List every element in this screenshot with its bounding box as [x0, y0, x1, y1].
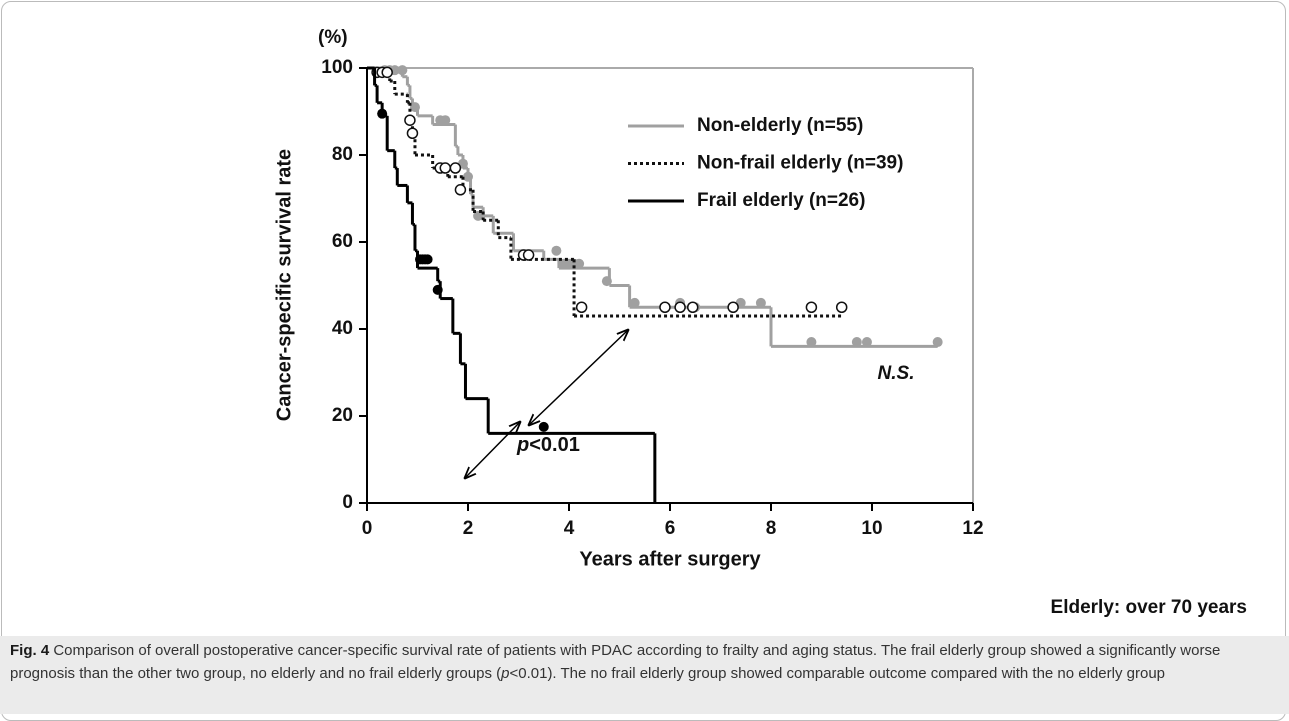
arrow — [465, 422, 520, 478]
censor-mark — [755, 297, 766, 308]
censor-mark — [409, 102, 420, 113]
x-tick-label: 4 — [564, 518, 575, 539]
censor-mark — [463, 171, 473, 182]
y-tick-label: 80 — [332, 144, 353, 165]
p-value: <0.01 — [529, 434, 580, 456]
censor-mark — [601, 276, 612, 287]
censor-mark — [422, 254, 433, 265]
censor-mark — [440, 115, 451, 126]
y-unit: (%) — [318, 27, 348, 48]
footnote: Elderly: over 70 years — [1051, 597, 1247, 618]
x-tick-label: 0 — [362, 518, 373, 539]
legend-label: Non-frail elderly (n=39) — [697, 153, 903, 174]
censor-mark — [432, 284, 443, 295]
censor-mark — [449, 162, 462, 174]
x-axis-label: Years after surgery — [579, 548, 761, 570]
p-symbol: p — [516, 434, 529, 456]
censor-mark — [659, 301, 671, 313]
chart: (%) Years after surgery Cancer-specific … — [273, 27, 1247, 618]
censor-mark — [806, 337, 817, 348]
p-label: p<0.01 — [516, 434, 580, 456]
y-tick-label: 100 — [321, 57, 353, 78]
x-tick-label: 8 — [766, 518, 777, 539]
censor-mark — [686, 301, 699, 313]
censor-mark — [406, 127, 419, 139]
y-axis-label: Cancer-specific survival rate — [273, 149, 295, 421]
censor-mark — [404, 114, 416, 126]
censor-mark — [377, 108, 388, 119]
legend-label: Non-elderly (n=55) — [697, 115, 863, 136]
caption: Fig. 4 Comparison of overall postoperati… — [0, 636, 1289, 714]
censor-mark — [575, 301, 588, 313]
x-tick-label: 12 — [962, 518, 983, 539]
censor-mark — [674, 301, 686, 313]
y-tick-label: 40 — [332, 318, 353, 339]
legend-label: Frail elderly (n=26) — [697, 190, 865, 211]
censor-mark — [851, 337, 862, 348]
censor-mark — [805, 301, 818, 313]
censor-mark — [629, 297, 640, 308]
censor-mark — [522, 249, 535, 261]
censor-mark — [551, 245, 562, 256]
caption-label: Fig. 4 — [10, 642, 50, 659]
ns-label: N.S. — [878, 363, 915, 384]
caption-p: p — [501, 664, 510, 682]
censor-mark — [473, 210, 484, 221]
censor-mark — [439, 162, 452, 174]
censor-mark — [454, 184, 467, 196]
y-tick-label: 0 — [342, 492, 353, 513]
censor-mark — [538, 421, 549, 432]
censor-mark — [932, 337, 943, 348]
censor-mark — [381, 66, 393, 79]
y-tick-label: 60 — [332, 231, 353, 252]
x-tick-label: 2 — [463, 518, 474, 539]
caption-text: Comparison of overall postoperative canc… — [10, 642, 1221, 682]
censor-mark — [574, 258, 585, 269]
censor-mark — [397, 65, 408, 76]
censor-mark — [727, 301, 739, 313]
censor-mark — [835, 301, 848, 313]
y-tick-label: 20 — [332, 405, 353, 426]
caption-text: <0.01). The no frail elderly group showe… — [509, 664, 1166, 682]
x-tick-label: 10 — [861, 518, 882, 539]
x-tick-label: 6 — [665, 518, 676, 539]
arrow — [529, 330, 628, 425]
censor-mark — [861, 337, 872, 348]
